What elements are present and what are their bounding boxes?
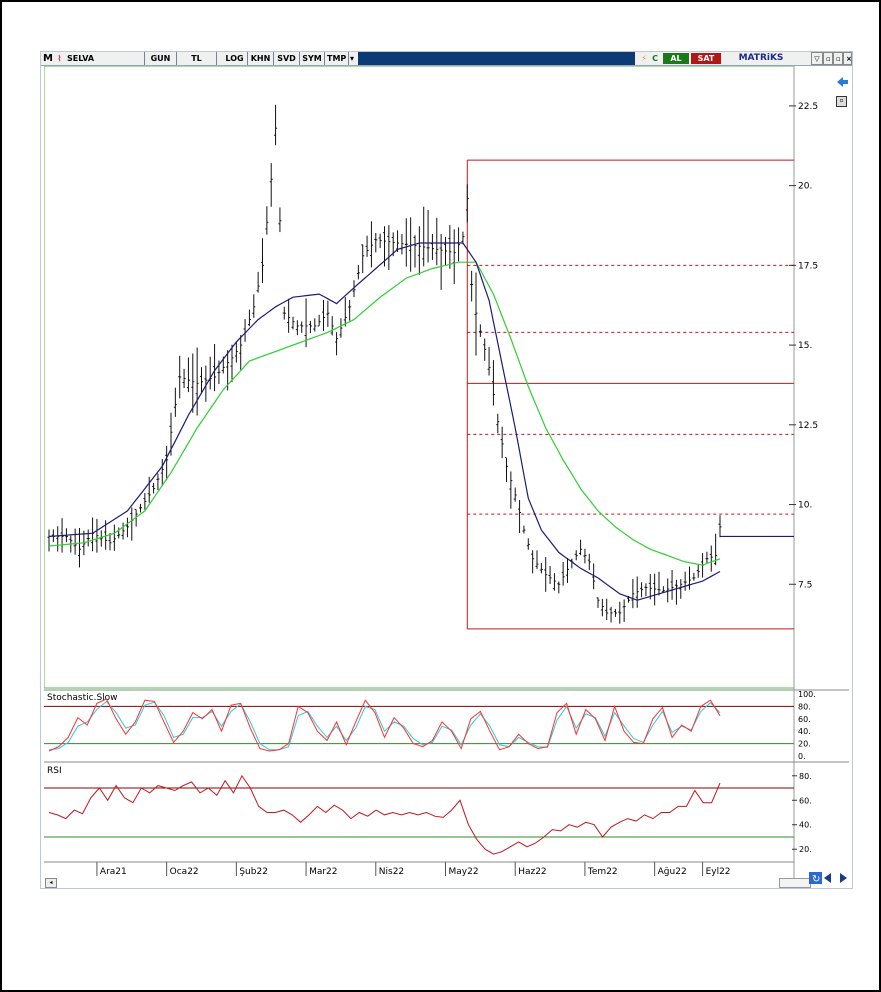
- tmp-button[interactable]: TMP: [325, 52, 349, 65]
- price-tick-label: 7.5: [798, 580, 812, 590]
- lightning-icon[interactable]: ⚡: [641, 54, 647, 63]
- sell-button[interactable]: SAT: [691, 53, 721, 64]
- price-tick-label: 12.5: [798, 421, 818, 431]
- panel-toggle-icon[interactable]: ▫: [836, 96, 847, 107]
- price-tick-label: 20.: [798, 182, 812, 192]
- svd-button[interactable]: SVD: [274, 52, 300, 65]
- nav-left-icon[interactable]: [824, 873, 831, 883]
- fibonacci-levels: [466, 159, 794, 630]
- date-tick-label: Oca22: [170, 867, 199, 877]
- price-axis: 22.5 20. 17.5 15. 12.5 10. 7.5: [789, 102, 818, 590]
- ma-short-line: [48, 242, 721, 601]
- rsi-line: [48, 774, 721, 855]
- chart-window: M ⌇ SELVA GUN TL LOG KHN SVD SYM TMP ▾ ◆…: [40, 51, 853, 889]
- stoch-tick-label: 80.: [798, 702, 811, 711]
- rsi-label: RSI: [47, 766, 62, 776]
- stoch-d-line: [48, 700, 721, 751]
- date-tick-label: Nis22: [379, 867, 404, 877]
- restore-icon[interactable]: ▫: [823, 52, 833, 65]
- log-button[interactable]: LOG: [222, 52, 248, 65]
- maximize-icon[interactable]: ▫: [833, 52, 843, 65]
- scroll-left-button[interactable]: ◂: [45, 878, 57, 888]
- rsi-tick-label: 20.: [799, 845, 812, 854]
- toolbar: M ⌇ SELVA GUN TL LOG KHN SVD SYM TMP ▾ ◆…: [41, 52, 852, 66]
- date-tick-label: Haz22: [518, 867, 546, 877]
- stoch-tick-label: 20.: [798, 740, 811, 749]
- rsi-tick-label: 60.: [799, 796, 812, 805]
- date-tick-label: Tem22: [587, 867, 618, 877]
- price-bars: [47, 104, 722, 624]
- stochastic-panel: [44, 698, 794, 752]
- rsi-axis: 80. 60. 40. 20.: [792, 772, 812, 854]
- rsi-tick-label: 40.: [799, 821, 812, 830]
- symbol-field[interactable]: SELVA: [65, 52, 145, 65]
- date-tick-label: Mar22: [309, 867, 337, 877]
- stoch-k-line: [48, 698, 721, 752]
- c-button[interactable]: C: [652, 54, 658, 63]
- date-axis: Ara21 Oca22 Şub22 Mar22 Nis22 May22 Haz22 Tem22…: [44, 861, 794, 877]
- svg-text:↻: ↻: [812, 874, 820, 885]
- period-button[interactable]: GUN: [145, 52, 177, 65]
- horizontal-scrollbar[interactable]: [779, 878, 811, 888]
- rsi-tick-label: 80.: [799, 772, 812, 781]
- navigation-buttons[interactable]: ↻: [809, 870, 847, 885]
- minimize-icon[interactable]: ▽: [811, 52, 823, 65]
- chart-canvas[interactable]: 22.5 20. 17.5 15. 12.5 10. 7.5 Stochastic.Slow…: [44, 66, 849, 886]
- khn-button[interactable]: KHN: [248, 52, 274, 65]
- stoch-tick-label: 0.: [798, 752, 806, 761]
- brand-label: MATRiKS: [738, 53, 784, 63]
- stoch-tick-label: 100.: [798, 690, 816, 699]
- currency-button[interactable]: TL: [177, 52, 217, 65]
- chart-type-icon[interactable]: ⌇: [57, 54, 62, 63]
- matriks-logo[interactable]: M: [43, 53, 53, 64]
- dropdown-arrow-icon[interactable]: ▾: [349, 54, 354, 63]
- close-icon[interactable]: ×: [843, 52, 852, 65]
- ma-long-line: [48, 261, 721, 566]
- buy-button[interactable]: AL: [663, 53, 689, 64]
- price-tick-label: 22.5: [798, 102, 818, 112]
- price-panel-frame: [44, 66, 795, 689]
- stoch-label: Stochastic.Slow: [47, 693, 118, 703]
- date-tick-label: Şub22: [239, 867, 268, 877]
- refresh-icon[interactable]: ↻: [809, 872, 822, 885]
- back-arrow-icon[interactable]: [835, 74, 849, 88]
- date-tick-label: May22: [449, 867, 479, 877]
- stoch-tick-label: 40.: [798, 727, 811, 736]
- date-tick-label: Ağu22: [658, 867, 687, 877]
- sym-button[interactable]: SYM: [300, 52, 325, 65]
- price-tick-label: 15.: [798, 341, 812, 351]
- date-tick-label: Ara21: [100, 867, 127, 877]
- stoch-tick-label: 60.: [798, 715, 811, 724]
- price-tick-label: 17.5: [798, 261, 818, 271]
- date-tick-label: Eyl22: [706, 867, 731, 877]
- stochastic-axis: 100. 80. 60. 40. 20. 0.: [798, 690, 816, 761]
- toolbar-spacer: [358, 52, 635, 65]
- rsi-panel: [44, 774, 794, 855]
- nav-right-icon[interactable]: [840, 873, 847, 883]
- price-tick-label: 10.: [798, 501, 812, 511]
